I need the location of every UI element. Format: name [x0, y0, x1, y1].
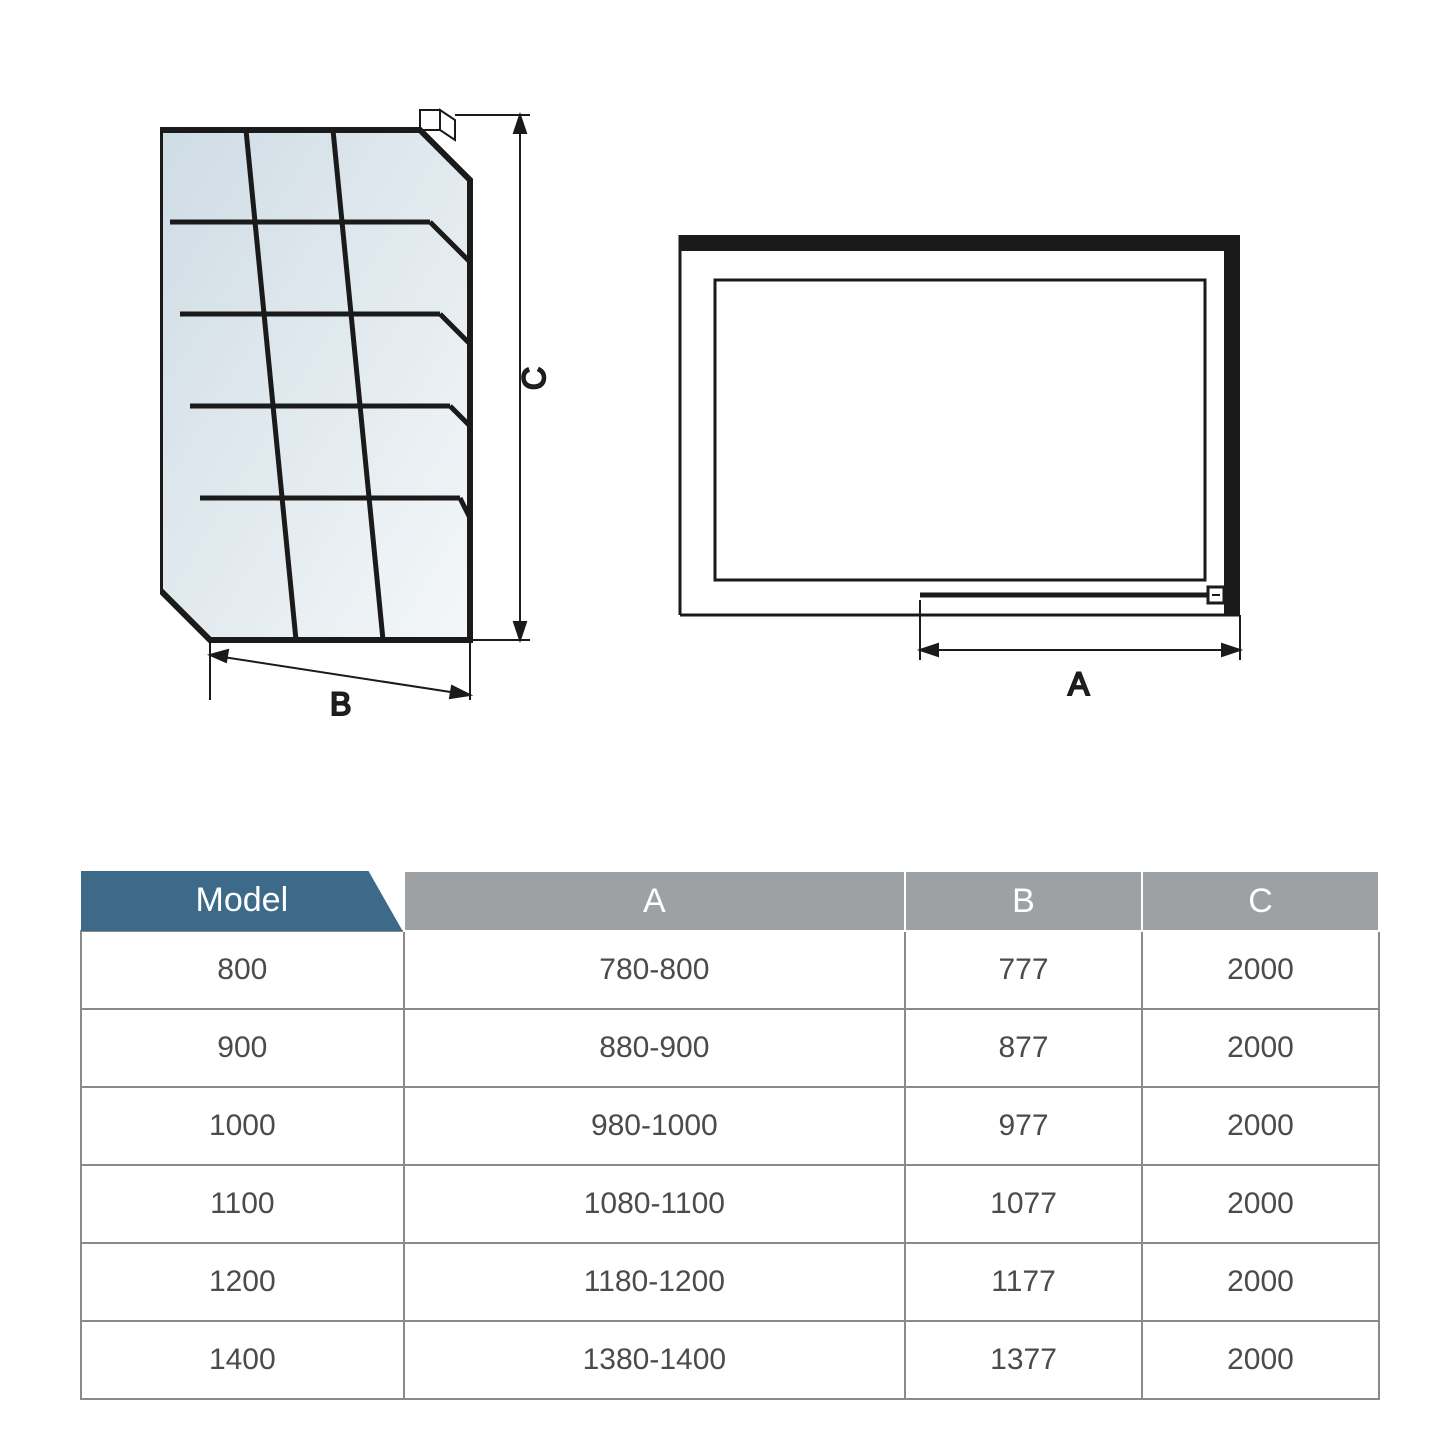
table-row: 1000980-10009772000 — [81, 1087, 1379, 1165]
table-body: 800780-8007772000900880-9008772000100098… — [81, 931, 1379, 1399]
table-row: 800780-8007772000 — [81, 931, 1379, 1009]
col-a: A — [404, 871, 905, 931]
label-c: C — [516, 367, 552, 390]
table-cell: 1400 — [81, 1321, 404, 1399]
screen-bar — [920, 587, 1224, 603]
table-cell: 1100 — [81, 1165, 404, 1243]
panel-svg: C B — [160, 100, 640, 740]
table-cell: 1377 — [905, 1321, 1142, 1399]
diagram-area: C B — [80, 60, 1380, 760]
wall-top — [680, 235, 1240, 251]
table-row: 900880-9008772000 — [81, 1009, 1379, 1087]
table-cell: 2000 — [1142, 1243, 1379, 1321]
table-cell: 780-800 — [404, 931, 905, 1009]
col-model: Model — [81, 871, 404, 931]
table-cell: 2000 — [1142, 1009, 1379, 1087]
table-cell: 2000 — [1142, 1165, 1379, 1243]
table-cell: 2000 — [1142, 1321, 1379, 1399]
wall-right — [1224, 235, 1240, 615]
table-cell: 1177 — [905, 1243, 1142, 1321]
table-cell: 777 — [905, 931, 1142, 1009]
table-cell: 977 — [905, 1087, 1142, 1165]
dimension-b: B — [210, 640, 470, 722]
panel-3d-view: C B — [160, 100, 640, 745]
spec-table: Model A B C 800780-8007772000900880-9008… — [80, 870, 1380, 1400]
glass-panel — [160, 130, 470, 640]
table-cell: 880-900 — [404, 1009, 905, 1087]
tray — [715, 280, 1205, 580]
table-cell: 1180-1200 — [404, 1243, 905, 1321]
table-row: 11001080-110010772000 — [81, 1165, 1379, 1243]
table-cell: 980-1000 — [404, 1087, 905, 1165]
col-b: B — [905, 871, 1142, 931]
table-cell: 1000 — [81, 1087, 404, 1165]
table-cell: 2000 — [1142, 1087, 1379, 1165]
table-cell: 1080-1100 — [404, 1165, 905, 1243]
table-row: 14001380-140013772000 — [81, 1321, 1379, 1399]
table-cell: 2000 — [1142, 931, 1379, 1009]
table-cell: 1380-1400 — [404, 1321, 905, 1399]
label-b: B — [330, 686, 351, 722]
col-c: C — [1142, 871, 1379, 931]
table-cell: 900 — [81, 1009, 404, 1087]
table-header-row: Model A B C — [81, 871, 1379, 931]
table-cell: 877 — [905, 1009, 1142, 1087]
table-cell: 800 — [81, 931, 404, 1009]
plan-svg: A — [660, 215, 1300, 735]
plan-view: A — [660, 215, 1300, 740]
specification-table: Model A B C 800780-8007772000900880-9008… — [80, 870, 1380, 1400]
table-cell: 1077 — [905, 1165, 1142, 1243]
label-a: A — [1068, 666, 1090, 702]
table-cell: 1200 — [81, 1243, 404, 1321]
table-row: 12001180-120011772000 — [81, 1243, 1379, 1321]
